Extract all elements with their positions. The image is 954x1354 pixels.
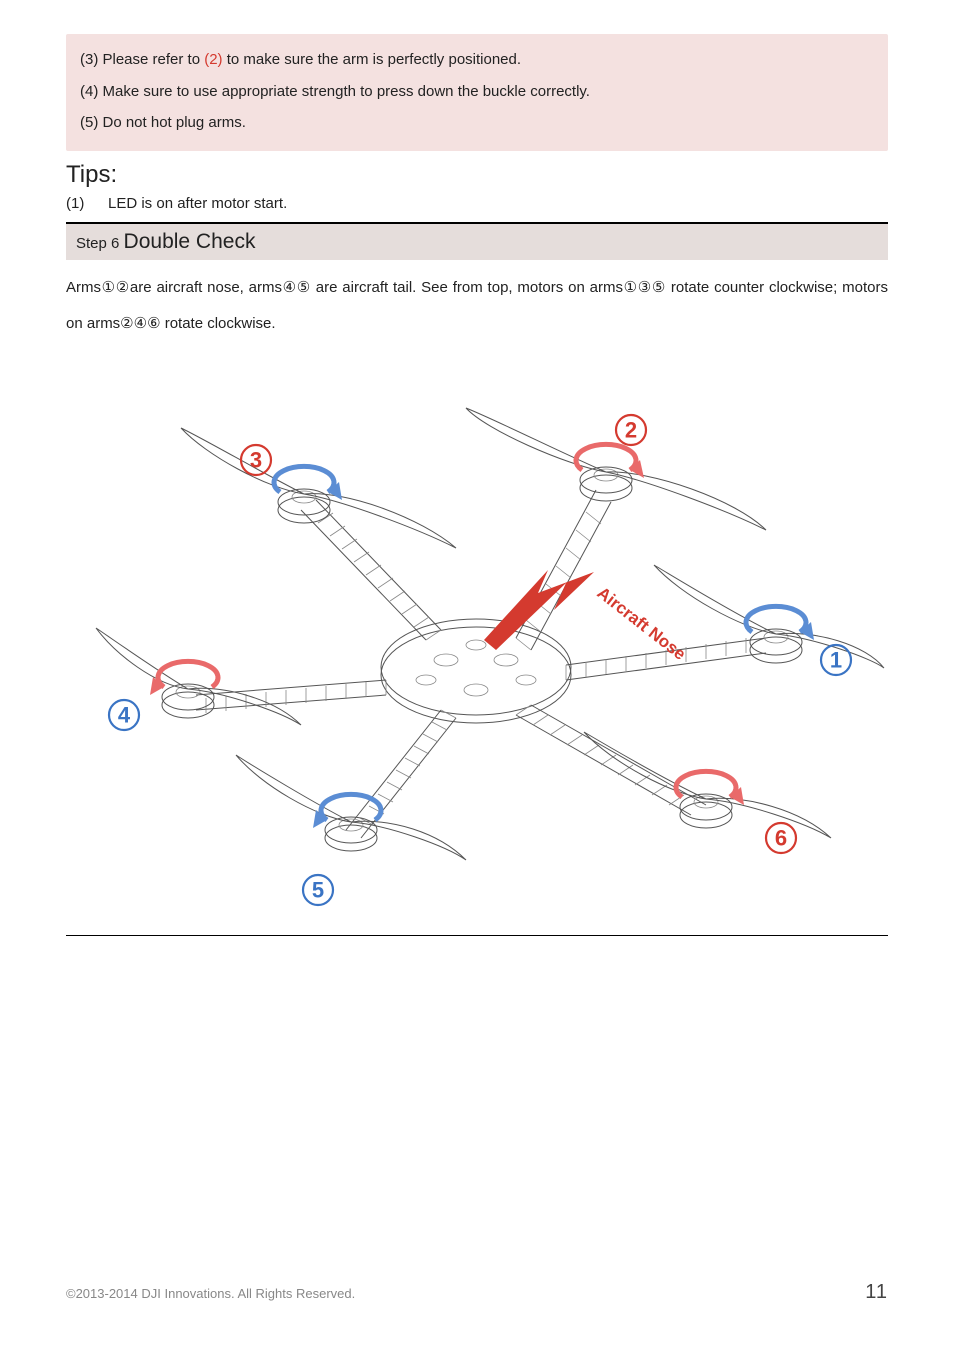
warning-line-3: (3) Please refer to (2) to make sure the… (80, 44, 874, 76)
warning-3-suffix: to make sure the arm is perfectly positi… (223, 51, 521, 68)
motor-6 (584, 732, 831, 838)
motor-5 (236, 755, 466, 860)
page-footer: ©2013-2014 DJI Innovations. All Rights R… (66, 1281, 888, 1304)
motor-3 (181, 428, 456, 548)
tips-item-1-num: (1) (66, 195, 108, 212)
svg-text:4: 4 (118, 702, 131, 727)
rotation-arc-6 (676, 771, 744, 805)
label-2: 2 (616, 415, 646, 445)
page-number: 11 (865, 1281, 888, 1304)
rotation-arc-5 (313, 794, 381, 828)
warning-3-prefix: (3) Please refer to (80, 51, 204, 68)
svg-text:2: 2 (625, 417, 637, 442)
svg-text:5: 5 (312, 877, 324, 902)
label-3: 3 (241, 445, 271, 475)
rotation-arc-4 (150, 661, 218, 695)
arm-2 (516, 490, 611, 650)
warning-line-5: (5) Do not hot plug arms. (80, 107, 874, 139)
step-title: Double Check (124, 230, 256, 253)
tips-item-1: (1)LED is on after motor start. (66, 195, 888, 212)
arm-6 (516, 705, 706, 815)
nose-label: Aircraft Nose (594, 583, 690, 664)
svg-text:1: 1 (830, 647, 842, 672)
nose-arrow: Aircraft Nose (484, 570, 689, 664)
hexacopter-diagram: Aircraft Nose 1 2 3 4 5 (66, 360, 888, 936)
step-prefix: Step 6 (76, 235, 124, 252)
step-body-text: Arms①②are aircraft nose, arms④⑤ are airc… (66, 270, 888, 342)
svg-text:3: 3 (250, 447, 262, 472)
warning-box: (3) Please refer to (2) to make sure the… (66, 34, 888, 151)
warning-3-ref: (2) (204, 51, 222, 68)
tips-heading: Tips: (66, 161, 888, 189)
warning-line-4: (4) Make sure to use appropriate strengt… (80, 76, 874, 108)
copyright-text: ©2013-2014 DJI Innovations. All Rights R… (66, 1286, 355, 1301)
tips-item-1-text: LED is on after motor start. (108, 195, 287, 212)
frame-center (381, 619, 571, 723)
arm-4 (196, 680, 386, 713)
step-header: Step 6 Double Check (66, 224, 888, 260)
label-4: 4 (109, 700, 139, 730)
label-6: 6 (766, 823, 796, 853)
label-1: 1 (821, 645, 851, 675)
arm-3 (301, 500, 441, 640)
label-5: 5 (303, 875, 333, 905)
svg-text:6: 6 (775, 825, 787, 850)
